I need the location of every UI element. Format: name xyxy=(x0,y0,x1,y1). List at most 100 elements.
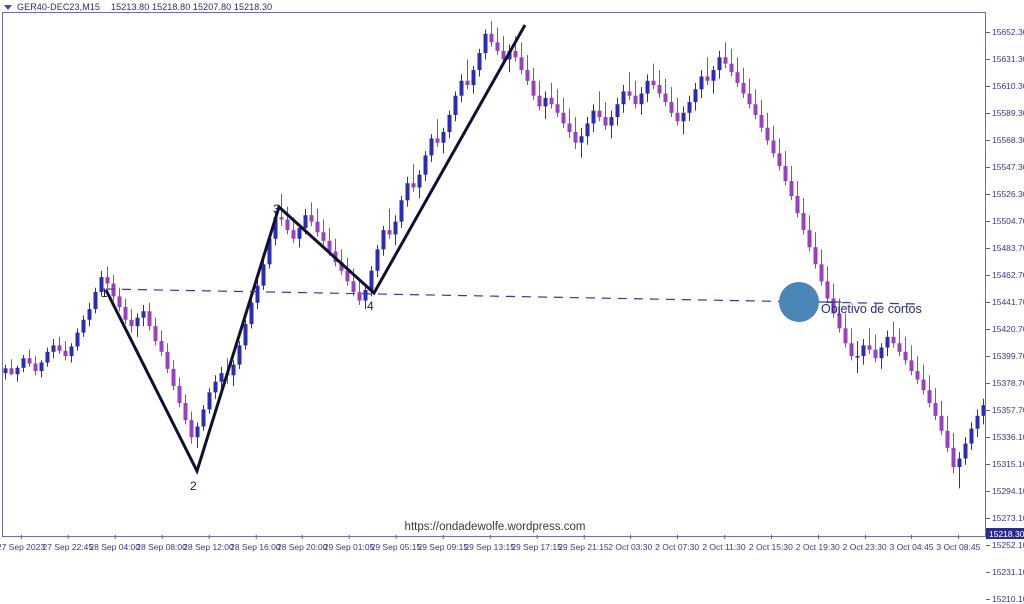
candle-body xyxy=(105,277,110,284)
candle-body xyxy=(291,230,296,239)
candle-body xyxy=(801,213,806,231)
candle-body xyxy=(945,430,950,448)
candle-body xyxy=(63,350,68,357)
candle-body xyxy=(615,104,620,118)
candle-body xyxy=(3,368,8,374)
candle-body xyxy=(627,91,632,96)
tick-mark-icon xyxy=(395,535,397,539)
candle-body xyxy=(273,217,278,239)
time-tick-label: 29 Sep 09:15 xyxy=(417,542,469,552)
price-tick-label: 15378.70 xyxy=(992,378,1024,388)
candle-body xyxy=(609,117,614,126)
candle-body xyxy=(387,230,392,235)
tick-mark-icon xyxy=(986,31,990,33)
time-tick: 27 Sep 22:45 xyxy=(43,535,93,552)
wolfe-wave-overlay xyxy=(104,24,922,475)
candle-body xyxy=(915,371,920,380)
tick-mark-icon xyxy=(349,535,351,539)
time-tick-label: 28 Sep 16:00 xyxy=(230,542,281,552)
candle-body xyxy=(669,102,674,113)
candle-body xyxy=(429,138,434,156)
time-tick: 3 Oct 08:45 xyxy=(936,535,980,552)
chart-plot-area[interactable]: https://ondadewolfe.wordpress.com Objeti… xyxy=(2,12,986,537)
candle-body xyxy=(861,345,866,357)
candle-body xyxy=(51,345,56,352)
symbol-label: GER40-DEC23,M15 xyxy=(17,2,101,12)
time-axis[interactable]: 27 Sep 2023 27 Sep 22:45 28 Sep 04:00 28 Se… xyxy=(0,535,986,560)
target-marker-circle[interactable] xyxy=(779,282,819,322)
candle-body xyxy=(99,277,104,293)
candle-body xyxy=(441,131,446,143)
candle-body xyxy=(201,409,206,427)
time-tick-label: 28 Sep 04:00 xyxy=(89,542,140,552)
tick-mark-icon xyxy=(255,535,257,539)
candle-body xyxy=(249,302,254,325)
candle-body xyxy=(699,76,704,90)
time-tick: 29 Sep 13:15 xyxy=(464,535,515,552)
price-tick: 15610.30 xyxy=(986,81,1024,91)
candle-body xyxy=(519,57,524,71)
price-tick-label: 15483.70 xyxy=(992,243,1024,253)
candle-body xyxy=(897,343,902,352)
price-tick-label: 15273.10 xyxy=(992,513,1024,523)
candle-body xyxy=(597,110,602,118)
time-tick-label: 2 Oct 15:30 xyxy=(748,542,793,552)
candle-body xyxy=(867,345,872,350)
tick-mark-icon xyxy=(986,490,990,492)
price-tick: 15420.70 xyxy=(986,324,1024,334)
candle-body xyxy=(381,230,386,250)
candle-body xyxy=(75,332,80,347)
candle-body xyxy=(171,368,176,386)
tick-mark-icon xyxy=(986,355,990,357)
chevron-down-icon[interactable] xyxy=(4,4,12,10)
tick-mark-icon xyxy=(986,571,990,573)
wolfe-point-label-3: 3 xyxy=(273,202,280,216)
candle-body xyxy=(879,347,884,359)
candle-body xyxy=(255,285,260,303)
candle-body xyxy=(117,296,122,307)
candle-body xyxy=(819,264,824,282)
candle-body xyxy=(933,403,938,416)
symbol-info-bar[interactable]: GER40-DEC23,M15 15213.80 15218.80 15207.… xyxy=(4,1,272,13)
candle-body xyxy=(729,63,734,73)
price-tick-label: 15357.70 xyxy=(992,405,1024,415)
candle-body xyxy=(189,420,194,438)
candle-body xyxy=(81,319,86,333)
candle-body xyxy=(483,33,488,54)
candle-body xyxy=(909,360,914,372)
tick-mark-icon xyxy=(723,535,725,539)
time-tick: 2 Oct 03:30 xyxy=(608,535,652,552)
price-tick-label: 15294.10 xyxy=(992,486,1024,496)
wolfe-impulse-line[interactable] xyxy=(104,24,527,475)
candle-body xyxy=(573,131,578,143)
price-axis[interactable]: 15652.30 15631.30 15610.30 15589.30 15568.30… xyxy=(986,12,1024,604)
candle-body xyxy=(477,53,482,71)
candle-body xyxy=(93,292,98,310)
candle-body xyxy=(555,104,560,113)
tick-mark-icon xyxy=(677,535,679,539)
candle-body xyxy=(315,221,320,233)
price-tick-label: 15631.30 xyxy=(992,54,1024,64)
price-tick-label: 15210.10 xyxy=(992,594,1024,604)
candle-body xyxy=(279,217,284,220)
time-tick: 29 Sep 09:15 xyxy=(417,535,469,552)
candle-body xyxy=(417,174,422,188)
candle-body xyxy=(693,89,698,103)
price-tick: 15252.10 xyxy=(986,540,1024,550)
tick-mark-icon xyxy=(986,58,990,60)
price-tick: 15231.10 xyxy=(986,567,1024,577)
candle-body xyxy=(465,80,470,86)
candle-body xyxy=(357,292,362,301)
tick-mark-icon xyxy=(986,328,990,330)
time-tick-label: 29 Sep 05:15 xyxy=(370,542,422,552)
candle-body xyxy=(213,381,218,393)
candle-body xyxy=(459,80,464,96)
time-tick: 28 Sep 04:00 xyxy=(89,535,140,552)
candle-body xyxy=(183,403,188,421)
tick-mark-icon xyxy=(536,535,538,539)
candle-body xyxy=(621,91,626,105)
tick-mark-icon xyxy=(986,139,990,141)
tick-mark-icon xyxy=(986,436,990,438)
wolfe-point-label-1: 1 xyxy=(101,286,108,300)
